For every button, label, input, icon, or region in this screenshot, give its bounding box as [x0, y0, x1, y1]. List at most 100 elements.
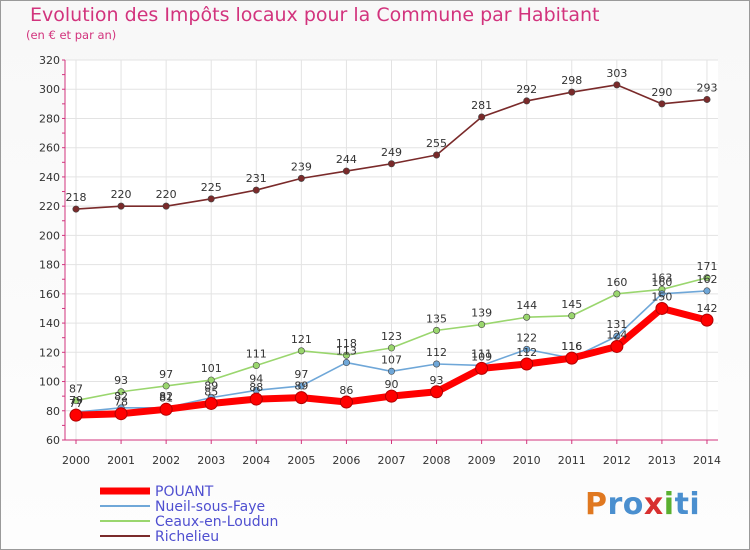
data-point	[430, 385, 444, 399]
data-point	[162, 382, 170, 390]
data-label: 122	[516, 331, 537, 344]
data-label: 124	[606, 328, 627, 341]
data-point	[117, 388, 125, 396]
data-label: 281	[471, 99, 492, 112]
data-label: 150	[651, 290, 672, 303]
data-label: 303	[606, 67, 627, 80]
data-label: 93	[114, 374, 128, 387]
x-tick-label: 2001	[107, 454, 135, 467]
data-label: 249	[381, 146, 402, 159]
data-label: 77	[69, 397, 83, 410]
data-label: 113	[336, 345, 357, 358]
data-label: 93	[430, 374, 444, 387]
data-point	[162, 202, 170, 210]
data-point	[613, 332, 621, 340]
data-label: 87	[69, 383, 83, 396]
data-point	[475, 361, 489, 375]
data-point	[478, 321, 486, 329]
x-tick-label: 2003	[197, 454, 225, 467]
data-label: 109	[471, 350, 492, 363]
data-label: 81	[159, 391, 173, 404]
data-point	[523, 313, 531, 321]
data-label: 139	[471, 307, 492, 320]
logo-part: i	[663, 487, 675, 522]
data-label: 171	[696, 260, 717, 273]
data-point	[72, 397, 80, 405]
data-point	[387, 160, 395, 168]
data-label: 144	[516, 299, 537, 312]
data-label: 101	[201, 362, 222, 375]
data-point	[69, 408, 83, 422]
data-label: 218	[66, 191, 87, 204]
x-tick-label: 2000	[62, 454, 90, 467]
x-tick-label: 2014	[693, 454, 721, 467]
y-tick-label: 180	[39, 259, 60, 272]
legend-label: POUANT	[155, 484, 214, 500]
data-point	[342, 359, 350, 367]
logo-part: ti	[674, 487, 701, 522]
data-label: 163	[651, 271, 672, 284]
x-tick-label: 2004	[242, 454, 270, 467]
data-point	[159, 402, 173, 416]
data-point	[294, 391, 308, 405]
data-point	[700, 313, 714, 327]
data-label: 131	[606, 318, 627, 331]
data-label: 118	[336, 337, 357, 350]
chart-title: Evolution des Impôts locaux pour la Comm…	[30, 4, 600, 26]
data-label: 88	[249, 381, 263, 394]
y-tick-label: 100	[39, 376, 60, 389]
data-label: 82	[114, 390, 128, 403]
data-label: 107	[381, 353, 402, 366]
data-label: 293	[696, 81, 717, 94]
data-point	[207, 376, 215, 384]
y-tick-label: 60	[46, 434, 60, 447]
data-point	[252, 186, 260, 194]
data-point	[703, 274, 711, 282]
data-point	[249, 392, 263, 406]
data-point	[568, 312, 576, 320]
data-label: 220	[111, 188, 132, 201]
x-tick-label: 2012	[603, 454, 631, 467]
data-label: 116	[561, 340, 582, 353]
data-point	[297, 347, 305, 355]
y-tick-label: 120	[39, 346, 60, 359]
data-label: 123	[381, 330, 402, 343]
chart-subtitle: (en € et par an)	[26, 28, 117, 42]
data-point	[297, 174, 305, 182]
x-tick-label: 2011	[558, 454, 586, 467]
data-point	[433, 326, 441, 334]
data-point	[523, 97, 531, 105]
y-tick-label: 160	[39, 288, 60, 301]
data-point	[117, 202, 125, 210]
data-label: 135	[426, 312, 447, 325]
legend-label: Nueil-sous-Faye	[155, 499, 265, 515]
data-point	[384, 389, 398, 403]
data-label: 112	[426, 346, 447, 359]
data-label: 244	[336, 153, 357, 166]
y-tick-label: 300	[39, 83, 60, 96]
data-label: 116	[561, 340, 582, 353]
data-label: 160	[606, 276, 627, 289]
y-tick-label: 320	[39, 54, 60, 67]
y-tick-label: 280	[39, 112, 60, 125]
data-point	[658, 100, 666, 108]
y-tick-label: 240	[39, 171, 60, 184]
data-point	[655, 301, 669, 315]
data-point	[478, 113, 486, 121]
data-label: 160	[651, 276, 672, 289]
data-label: 85	[204, 385, 218, 398]
data-point	[342, 167, 350, 175]
data-point	[610, 339, 624, 353]
data-point	[207, 195, 215, 203]
legend-label: Richelieu	[155, 529, 219, 545]
data-label: 121	[291, 333, 312, 346]
data-point	[520, 357, 534, 371]
data-point	[523, 345, 531, 353]
data-label: 90	[384, 378, 398, 391]
x-tick-label: 2002	[152, 454, 180, 467]
data-point	[342, 351, 350, 359]
logo-part: P	[585, 487, 608, 522]
data-label: 89	[204, 380, 218, 393]
x-tick-label: 2009	[468, 454, 496, 467]
